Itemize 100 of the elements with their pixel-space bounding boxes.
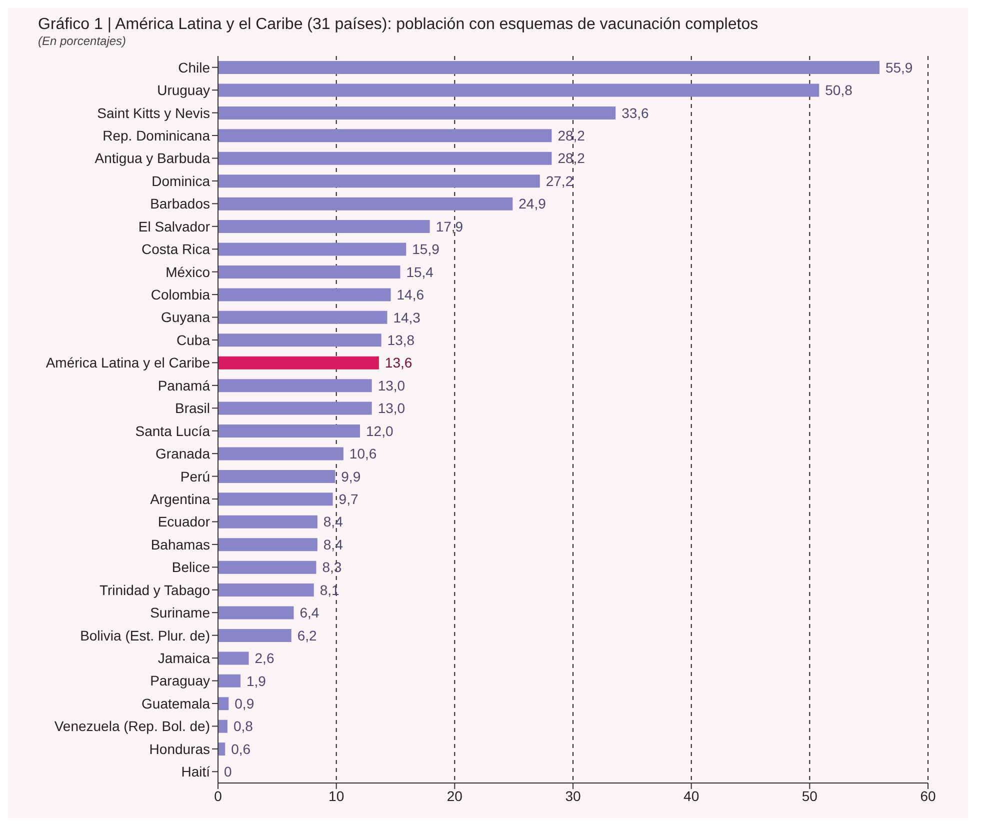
x-tick-label: 30 xyxy=(565,788,581,804)
y-tick-label: Brasil xyxy=(174,400,210,416)
bar xyxy=(218,334,382,347)
bar xyxy=(218,84,820,97)
data-label: 10,6 xyxy=(349,446,377,462)
data-label: 6,2 xyxy=(297,627,318,644)
y-tick-label: Panamá xyxy=(158,377,210,394)
data-label: 9,9 xyxy=(341,468,361,484)
y-tick-label: América Latina y el Caribe xyxy=(46,354,210,371)
data-label: 33,6 xyxy=(622,104,650,121)
y-tick-label: Uruguay xyxy=(157,82,210,98)
bar xyxy=(218,356,379,370)
bar xyxy=(218,424,360,438)
bar xyxy=(218,720,228,733)
y-tick-label: Chile xyxy=(178,59,210,76)
bar xyxy=(218,674,240,688)
data-label: 12,0 xyxy=(366,422,394,439)
data-label: 15,9 xyxy=(412,241,440,258)
x-tick-label: 0 xyxy=(214,788,222,804)
data-label: 8,1 xyxy=(320,582,340,598)
data-label: 55,9 xyxy=(885,59,913,76)
bar xyxy=(218,106,616,120)
data-label: 0 xyxy=(224,764,232,780)
y-tick-label: Haití xyxy=(181,764,210,780)
y-tick-label: El Salvador xyxy=(138,218,210,234)
data-label: 13,0 xyxy=(378,400,406,416)
bar xyxy=(218,220,430,234)
data-label: 28,2 xyxy=(558,128,586,144)
data-label: 13,0 xyxy=(378,377,406,394)
bar xyxy=(218,379,372,392)
bar xyxy=(218,492,333,506)
data-label: 17,9 xyxy=(436,218,464,234)
y-tick-label: Bahamas xyxy=(150,536,210,552)
y-tick-label: Argentina xyxy=(150,490,210,507)
bar xyxy=(218,470,336,483)
x-tick-label: 50 xyxy=(802,788,818,804)
data-label: 28,2 xyxy=(558,150,586,166)
y-tick-label: Cuba xyxy=(176,332,210,348)
bar xyxy=(218,129,552,142)
bar xyxy=(218,560,316,574)
chart-title: Gráfico 1 | América Latina y el Caribe (31 países): población con esquemas de vacunación completos xyxy=(37,15,760,34)
y-tick-label: Guyana xyxy=(160,309,210,326)
y-tick-label: Paraguay xyxy=(150,672,210,689)
y-tick-label: Suriname xyxy=(150,604,210,621)
y-tick-label: Colombia xyxy=(150,286,210,303)
bar xyxy=(218,628,292,642)
data-label: 0,9 xyxy=(234,695,254,712)
y-tick-label: Trinidad y Tabago xyxy=(99,582,210,598)
y-tick-label: México xyxy=(166,264,210,280)
y-tick-label: Ecuador xyxy=(158,514,210,530)
bar xyxy=(218,538,318,552)
data-label: 13,6 xyxy=(384,354,412,371)
data-label: 0,6 xyxy=(231,740,251,757)
bar xyxy=(218,197,513,210)
data-label: 0,8 xyxy=(233,718,254,734)
data-label: 6,4 xyxy=(300,604,320,621)
data-label: 8,4 xyxy=(323,536,344,552)
y-tick-label: Belice xyxy=(172,559,210,576)
data-label: 27,2 xyxy=(546,172,574,189)
data-label: 14,3 xyxy=(393,309,421,326)
data-label: 1,9 xyxy=(246,672,266,689)
data-label: 15,4 xyxy=(406,264,434,280)
bar xyxy=(218,310,388,324)
y-tick-label: Rep. Dominicana xyxy=(102,127,210,144)
bar xyxy=(218,61,880,74)
x-tick-label: 60 xyxy=(920,788,936,804)
data-label: 13,8 xyxy=(387,332,415,348)
y-tick-label: Honduras xyxy=(149,740,210,757)
bar xyxy=(218,447,344,460)
bar xyxy=(218,606,294,620)
bar xyxy=(218,288,391,302)
y-tick-label: Costa Rica xyxy=(142,241,210,258)
data-label: 8,4 xyxy=(323,514,344,530)
y-tick-label: Saint Kitts y Nevis xyxy=(97,104,210,121)
bar xyxy=(218,652,249,665)
bar xyxy=(218,152,552,165)
y-tick-label: Antigua y Barbuda xyxy=(94,150,210,166)
x-tick-label: 40 xyxy=(684,788,700,804)
y-tick-label: Guatemala xyxy=(142,695,210,712)
bar xyxy=(218,697,229,710)
bar xyxy=(218,242,406,256)
text: (En porcentajes) xyxy=(37,34,128,48)
y-tick-label: Santa Lucía xyxy=(135,422,210,439)
bar xyxy=(218,402,372,415)
y-tick-label: Bolivia (Est. Plur. de) xyxy=(80,627,210,644)
bar xyxy=(218,265,400,278)
y-tick-label: Barbados xyxy=(150,196,210,212)
data-label: 8,3 xyxy=(322,559,342,576)
y-tick-label: Venezuela (Rep. Bol. de) xyxy=(54,718,210,734)
bar xyxy=(218,174,540,188)
bar xyxy=(218,584,314,597)
data-label: 9,7 xyxy=(338,491,358,508)
data-label: 50,8 xyxy=(825,82,853,98)
y-tick-label: Perú xyxy=(180,468,210,484)
data-label: 2,6 xyxy=(254,650,274,666)
x-tick-label: 10 xyxy=(328,788,344,804)
bar xyxy=(218,515,318,528)
x-tick-label: 20 xyxy=(446,788,463,804)
y-tick-label: Jamaica xyxy=(158,650,210,666)
y-tick-label: Dominica xyxy=(152,172,210,189)
